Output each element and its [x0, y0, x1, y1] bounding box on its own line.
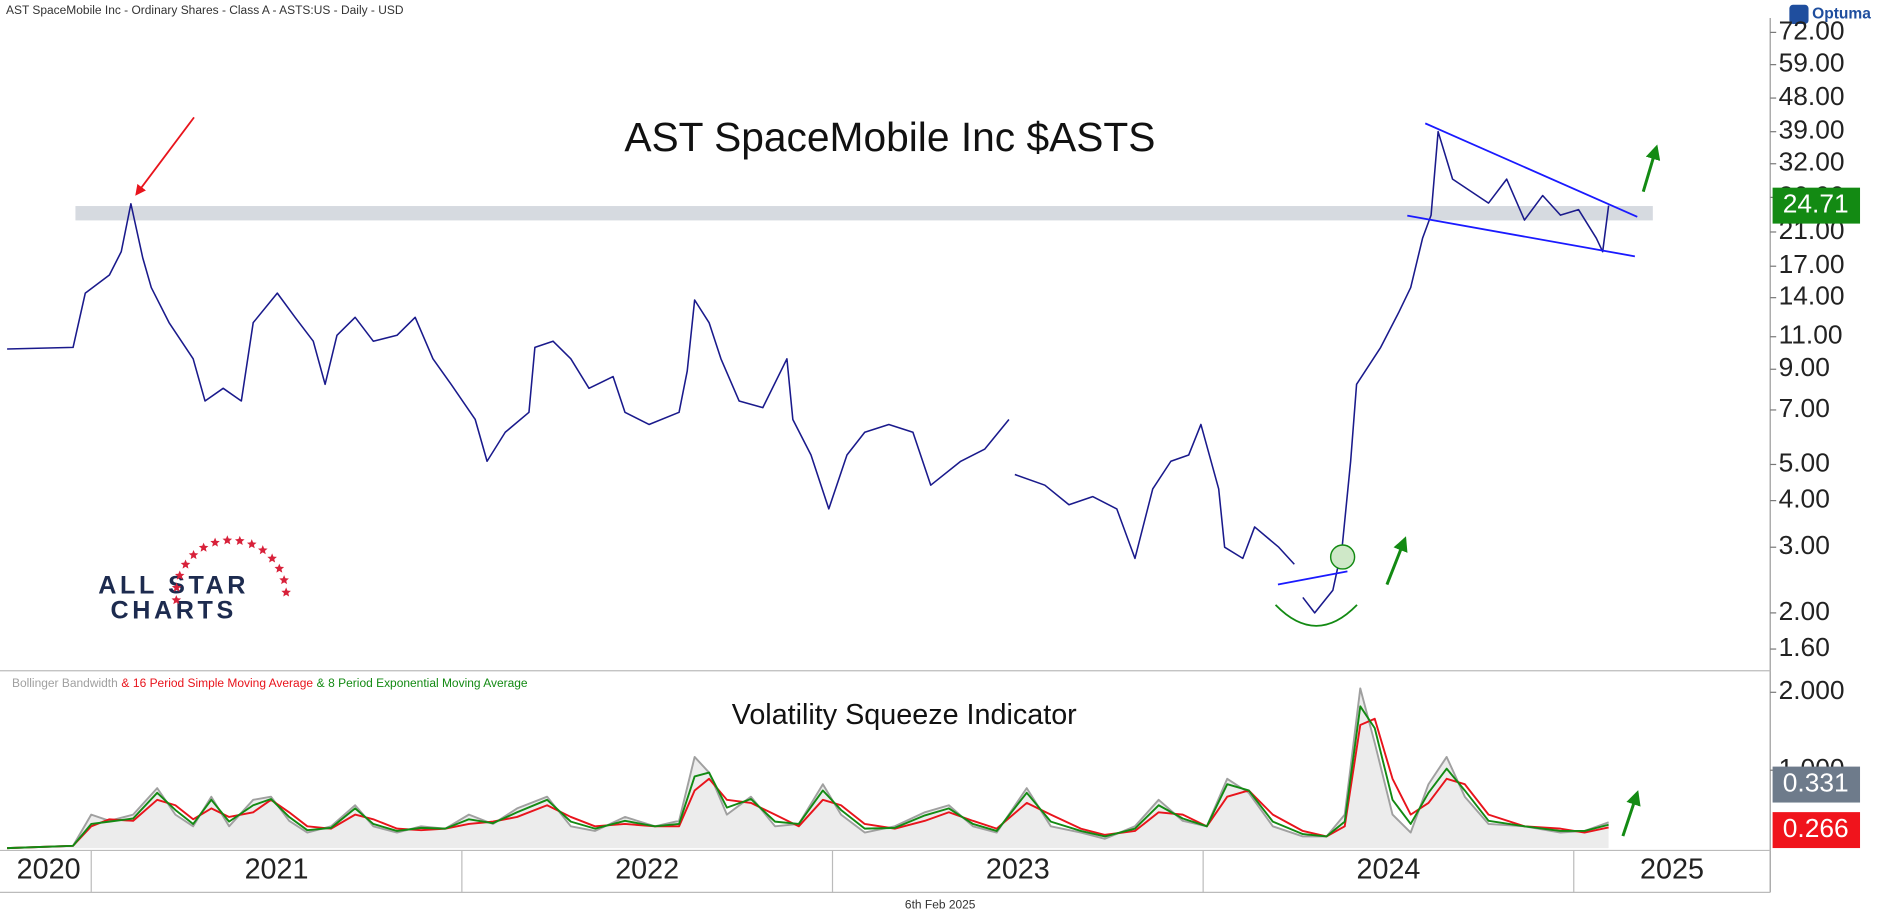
star	[257, 545, 268, 555]
last-value-box	[1772, 766, 1861, 803]
y-tick-label: 39.00	[1779, 115, 1845, 145]
star	[267, 553, 277, 563]
x-tick-label: 2023	[986, 853, 1050, 885]
x-tick-label: 2022	[615, 853, 679, 885]
y-tick-label: 48.00	[1779, 81, 1845, 111]
star	[188, 550, 199, 560]
y-tick-label: 4.00	[1779, 484, 1830, 514]
star	[281, 587, 291, 597]
star	[246, 539, 257, 549]
series-line	[7, 130, 1610, 614]
annotation-arrow	[1621, 790, 1641, 837]
y-tick-label: 1.60	[1779, 632, 1830, 662]
star	[210, 537, 220, 547]
star	[180, 559, 191, 569]
star	[234, 535, 245, 546]
series-line	[7, 705, 1609, 850]
base-arc	[1274, 604, 1358, 627]
y-tick-label: 17.00	[1779, 249, 1845, 279]
y-tick-label: 32.00	[1779, 147, 1845, 177]
y-tick-label: 2.000	[1779, 675, 1845, 705]
trendline	[1424, 122, 1638, 218]
header: AST SpaceMobile Inc - Ordinary Shares - …	[6, 3, 404, 17]
watermark-line: ALL STAR	[98, 572, 249, 600]
last-value-label: 0.331	[1783, 768, 1849, 798]
last-value-label: 0.266	[1783, 813, 1849, 843]
resistance-zone	[75, 206, 1653, 221]
star	[171, 582, 182, 592]
y-tick-label: 5.00	[1779, 447, 1830, 477]
legend-separator: &	[121, 676, 129, 690]
y-tick-label: 72.00	[1779, 15, 1845, 45]
price-layer	[7, 130, 1610, 850]
breakout-marker	[1329, 544, 1356, 570]
annotation-arrow	[135, 116, 195, 196]
legend-entry: Bollinger Bandwidth	[12, 676, 118, 690]
trendline	[1277, 570, 1348, 586]
star	[198, 542, 209, 552]
star	[279, 575, 289, 585]
chart-title: Volatility Squeeze Indicator	[732, 699, 1077, 731]
star	[174, 570, 185, 580]
star	[274, 563, 285, 573]
y-tick-label: 59.00	[1779, 48, 1845, 78]
legend-entry: 16 Period Simple Moving Average	[133, 676, 313, 690]
footer-date: 6th Feb 2025	[905, 898, 976, 912]
x-tick-label: 2021	[245, 853, 309, 885]
y-tick-label: 7.00	[1779, 393, 1830, 423]
y-tick-label: 9.00	[1779, 352, 1830, 382]
last-value-label: 24.71	[1783, 189, 1849, 219]
vendor-logo-mark	[1789, 4, 1809, 24]
y-tick-label: 14.00	[1779, 281, 1845, 311]
annotation-arrow	[1385, 536, 1408, 586]
trendline	[1407, 214, 1636, 258]
vendor-logo: Optuma	[1812, 5, 1871, 22]
chart-title: AST SpaceMobile Inc $ASTS	[624, 114, 1155, 160]
legend-separator: &	[317, 676, 325, 690]
legend-entry: 8 Period Exponential Moving Average	[328, 676, 528, 690]
last-value-box	[1772, 812, 1861, 849]
annotation-arrow	[1641, 144, 1661, 193]
last-value-box	[1772, 187, 1861, 224]
x-tick-label: 2024	[1356, 853, 1420, 885]
x-tick-label: 2025	[1640, 853, 1704, 885]
star	[171, 595, 182, 605]
watermark-line: CHARTS	[111, 597, 237, 625]
watermark-stars	[171, 535, 291, 605]
x-tick-label: 2020	[17, 853, 81, 885]
star	[222, 535, 233, 545]
y-tick-label: 3.00	[1779, 530, 1830, 560]
legend: Bollinger Bandwidth & 16 Period Simple Mov…	[12, 676, 528, 690]
y-tick-label: 2.00	[1779, 596, 1830, 626]
y-tick-label: 11.00	[1779, 320, 1843, 350]
